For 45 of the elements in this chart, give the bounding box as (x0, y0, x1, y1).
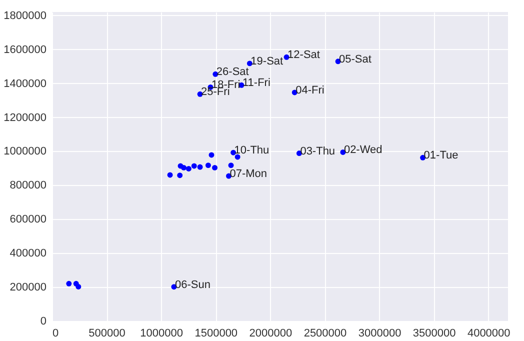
y-tick-label: 600000 (10, 214, 46, 226)
point (167, 172, 173, 178)
annotation: 05-Sat (339, 53, 372, 66)
point (234, 154, 240, 160)
annotation: 12-Sat (288, 49, 320, 62)
point (186, 166, 192, 172)
x-tick-label: 0 (52, 328, 59, 340)
point (228, 162, 234, 168)
x-tick-label: 1500000 (194, 328, 238, 340)
y-tick-label: 200000 (10, 282, 46, 294)
y-tick-label: 800000 (10, 180, 46, 192)
annotation: 25-Fri (201, 86, 230, 98)
x-tick-label: 4000000 (467, 328, 510, 340)
x-tick-label: 3000000 (358, 328, 402, 340)
point (181, 164, 187, 170)
y-tick-label: 400000 (10, 248, 46, 260)
annotation: 26-Sat (216, 66, 249, 78)
point (191, 163, 197, 169)
y-tick-label: 0 (40, 316, 46, 328)
annotation: 01-Tue (424, 150, 458, 162)
point (66, 280, 72, 286)
point (76, 284, 82, 290)
point (212, 164, 218, 170)
y-tick-label: 1600000 (4, 44, 46, 56)
annotation: 04-Fri (296, 84, 324, 96)
annotation: 10-Thu (234, 144, 270, 157)
x-tick-label: 3500000 (412, 328, 456, 340)
annotation: 02-Wed (344, 144, 382, 156)
y-tick-label: 1200000 (4, 112, 46, 124)
x-tick-label: 1000000 (140, 328, 184, 340)
x-tick-label: 2000000 (249, 328, 292, 340)
point (177, 172, 183, 178)
x-tick-label: 500000 (88, 328, 126, 340)
point (205, 162, 211, 168)
y-tick-label: 1400000 (4, 78, 46, 90)
y-tick-label: 1800000 (4, 10, 46, 22)
annotation: 11-Fri (242, 77, 270, 90)
point (197, 164, 203, 170)
x-tick-label: 2500000 (304, 328, 347, 340)
point (208, 152, 214, 158)
annotation: 06-Sun (174, 278, 210, 291)
annotation: 19-Sat (250, 55, 284, 68)
y-tick-label: 1000000 (4, 146, 46, 158)
annotation: 07-Mon (230, 168, 268, 180)
annotation: 03-Thu (300, 145, 336, 158)
